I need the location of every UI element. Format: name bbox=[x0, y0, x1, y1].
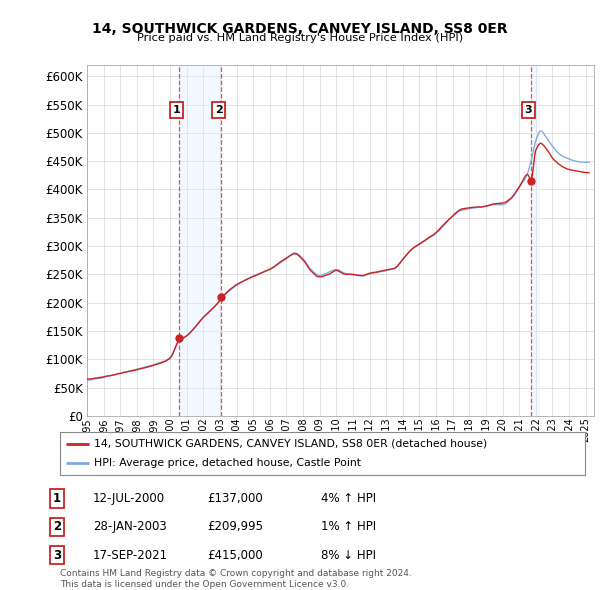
Text: £209,995: £209,995 bbox=[207, 520, 263, 533]
Text: HPI: Average price, detached house, Castle Point: HPI: Average price, detached house, Cast… bbox=[94, 458, 361, 468]
Bar bbox=[531, 65, 540, 416]
Text: £415,000: £415,000 bbox=[207, 549, 263, 562]
Text: Price paid vs. HM Land Registry's House Price Index (HPI): Price paid vs. HM Land Registry's House … bbox=[137, 33, 463, 43]
Text: 3: 3 bbox=[53, 549, 61, 562]
Text: 2: 2 bbox=[215, 105, 223, 115]
Text: 28-JAN-2003: 28-JAN-2003 bbox=[93, 520, 167, 533]
Text: 1: 1 bbox=[53, 492, 61, 505]
Text: £137,000: £137,000 bbox=[207, 492, 263, 505]
Text: 1% ↑ HPI: 1% ↑ HPI bbox=[321, 520, 376, 533]
Bar bbox=[179, 65, 221, 416]
Text: 12-JUL-2000: 12-JUL-2000 bbox=[93, 492, 165, 505]
Text: 2: 2 bbox=[53, 520, 61, 533]
Text: 14, SOUTHWICK GARDENS, CANVEY ISLAND, SS8 0ER (detached house): 14, SOUTHWICK GARDENS, CANVEY ISLAND, SS… bbox=[94, 439, 487, 449]
Text: 3: 3 bbox=[524, 105, 532, 115]
Text: 1: 1 bbox=[173, 105, 181, 115]
Text: 17-SEP-2021: 17-SEP-2021 bbox=[93, 549, 168, 562]
Text: Contains HM Land Registry data © Crown copyright and database right 2024.
This d: Contains HM Land Registry data © Crown c… bbox=[60, 569, 412, 589]
Text: 8% ↓ HPI: 8% ↓ HPI bbox=[321, 549, 376, 562]
Text: 14, SOUTHWICK GARDENS, CANVEY ISLAND, SS8 0ER: 14, SOUTHWICK GARDENS, CANVEY ISLAND, SS… bbox=[92, 22, 508, 36]
Text: 4% ↑ HPI: 4% ↑ HPI bbox=[321, 492, 376, 505]
